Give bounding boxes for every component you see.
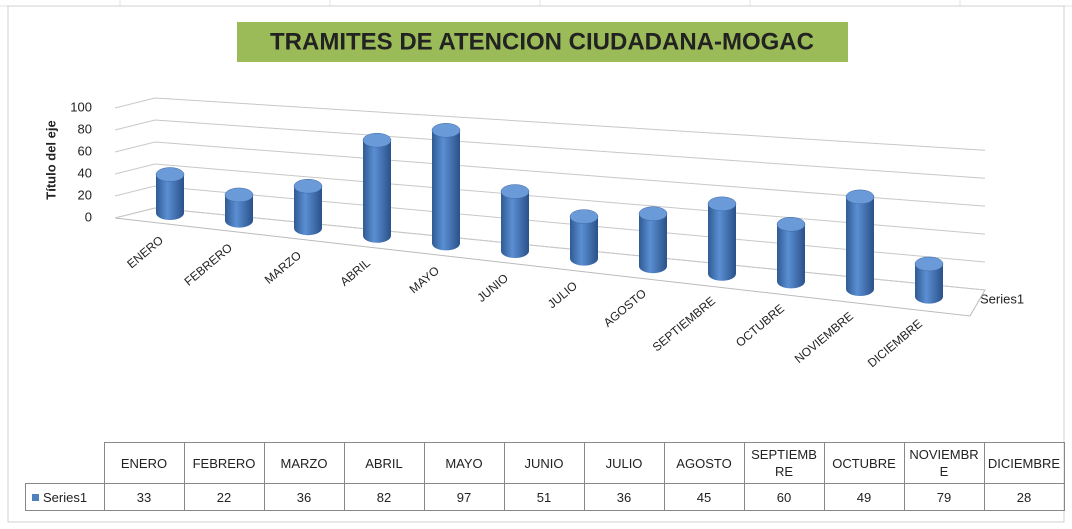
cylinder-body [846, 196, 874, 296]
chart-title: TRAMITES DE ATENCION CIUDADANA-MOGAC [270, 28, 814, 55]
table-value-cell: 36 [583, 483, 665, 511]
grid-line [114, 141, 986, 207]
cylinder-top [845, 189, 875, 205]
cylinder [362, 132, 392, 243]
cylinder-body [708, 203, 736, 281]
cylinder-body [639, 213, 667, 274]
table-data-row: Series1 33 22 36 82 97 51 36 45 60 49 79 28 [25, 483, 1065, 511]
legend-label: Series1 [43, 489, 88, 505]
y-tick-label: 80 [78, 121, 92, 136]
table-value-cell: 45 [663, 483, 745, 511]
table-legend-cell: Series1 [25, 483, 105, 511]
y-tick-label: 40 [78, 165, 92, 180]
table-value-cell: 36 [263, 483, 345, 511]
grid-line [114, 119, 986, 179]
cylinder [914, 256, 944, 304]
table-corner [25, 442, 105, 484]
cylinder-top [431, 123, 461, 138]
title-box [237, 22, 848, 62]
y-tick-label: 0 [85, 209, 92, 224]
grid-line [114, 97, 986, 151]
cylinder [707, 196, 737, 281]
table-value-cell: 51 [503, 483, 585, 511]
cylinder [638, 206, 668, 274]
cylinder-top [362, 132, 392, 148]
cylinder-body [363, 140, 391, 243]
y-tick-label: 100 [70, 99, 92, 114]
table-header-cell: MARZO [263, 442, 345, 484]
table-header-cell: JUNIO [503, 442, 585, 484]
cylinder-body [501, 191, 529, 258]
cylinder-body [225, 194, 253, 228]
y-axis-label: Título del eje [43, 120, 58, 199]
y-tick-label: 60 [78, 143, 92, 158]
table-header-cell: SEPTIEMBRE [743, 442, 825, 484]
table-value-cell: 82 [343, 483, 425, 511]
legend-key [32, 493, 39, 501]
cylinder-top [293, 178, 323, 194]
series-label: Series1 [980, 291, 1024, 306]
table-header-cell: ABRIL [343, 442, 425, 484]
cylinder-top [914, 256, 944, 272]
cylinder [776, 217, 806, 289]
table-value-cell: 22 [183, 483, 265, 511]
table-header-row: ENERO FEBRERO MARZO ABRIL MAYO JUNIO JULIO AGOS… [25, 442, 1065, 484]
cylinder-top [155, 167, 185, 182]
cylinder-top [707, 196, 737, 212]
chart-area [7, 5, 1065, 523]
cylinder-top [569, 209, 599, 224]
cylinder-top [224, 187, 254, 203]
table-header-cell: ENERO [103, 442, 185, 484]
table-header-cell: AGOSTO [663, 442, 745, 484]
cylinder [431, 123, 461, 251]
cylinder [155, 167, 185, 220]
sheet-grid [0, 0, 1072, 7]
table-value-cell: 60 [743, 483, 825, 511]
cylinder-top [638, 206, 668, 221]
table-header-cell: NOVIEMBRE [903, 442, 985, 484]
cylinder-body [156, 174, 184, 220]
data-table: ENERO FEBRERO MARZO ABRIL MAYO JUNIO JULIO AGOS… [25, 442, 1065, 511]
cylinder-body [294, 186, 322, 236]
table-value-cell: 97 [423, 483, 505, 511]
cylinder-body [777, 224, 805, 289]
table-value-cell: 79 [903, 483, 985, 511]
cylinder-body [432, 130, 460, 251]
cylinder-top [500, 184, 530, 199]
cylinder [845, 189, 875, 296]
cylinder-body [915, 263, 943, 304]
cylinder [569, 209, 599, 266]
table-header-cell: MAYO [423, 442, 505, 484]
table-header-cell: FEBRERO [183, 442, 265, 484]
cylinder [224, 187, 254, 228]
table-value-cell: 28 [983, 483, 1065, 511]
cylinder-body [570, 216, 598, 266]
cylinder-top [776, 217, 806, 232]
cylinder [500, 184, 530, 258]
cylinder [293, 178, 323, 236]
table-header-cell: DICIEMBRE [983, 442, 1065, 484]
table-value-cell: 33 [103, 483, 185, 511]
table-value-cell: 49 [823, 483, 905, 511]
table-header-cell: JULIO [583, 442, 665, 484]
y-tick-label: 20 [78, 187, 92, 202]
table-header-cell: OCTUBRE [823, 442, 905, 484]
